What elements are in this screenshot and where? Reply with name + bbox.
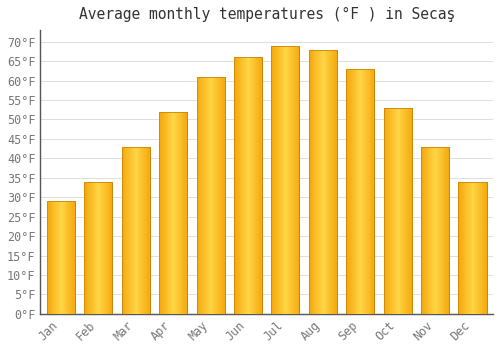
Bar [384, 108, 411, 314]
Bar [458, 182, 486, 314]
Title: Average monthly temperatures (°F ) in Secaş: Average monthly temperatures (°F ) in Se… [78, 7, 455, 22]
Bar [84, 182, 112, 314]
Bar [196, 77, 224, 314]
Bar [84, 182, 112, 314]
Bar [346, 69, 374, 314]
Bar [309, 49, 337, 314]
Bar [384, 108, 411, 314]
Bar [122, 147, 150, 314]
Bar [458, 182, 486, 314]
Bar [159, 112, 187, 314]
Bar [309, 49, 337, 314]
Bar [196, 77, 224, 314]
Bar [272, 46, 299, 314]
Bar [47, 201, 75, 314]
Bar [234, 57, 262, 314]
Bar [421, 147, 449, 314]
Bar [421, 147, 449, 314]
Bar [234, 57, 262, 314]
Bar [346, 69, 374, 314]
Bar [47, 201, 75, 314]
Bar [159, 112, 187, 314]
Bar [272, 46, 299, 314]
Bar [122, 147, 150, 314]
